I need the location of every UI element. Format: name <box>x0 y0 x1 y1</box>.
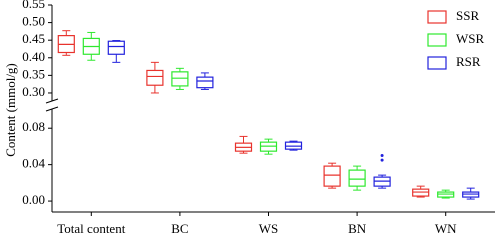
y-tick-label: 0.40 <box>22 49 45 64</box>
box <box>348 169 366 187</box>
x-tick-label: Total content <box>57 221 125 236</box>
outlier <box>380 154 384 158</box>
legend-swatch <box>427 56 447 70</box>
y-axis-label: Content (mmol/g) <box>3 63 18 157</box>
box <box>323 165 341 187</box>
x-tick-label: WS <box>259 221 279 236</box>
y-tick-label: 0.00 <box>22 192 45 207</box>
box <box>171 71 189 87</box>
y-tick-label: 0.50 <box>22 14 45 29</box>
x-tick-label: BN <box>348 221 367 236</box>
box <box>107 40 125 55</box>
legend-label: SSR <box>456 8 479 23</box>
box <box>146 69 164 86</box>
box <box>196 76 214 89</box>
y-tick-label: 0.35 <box>22 66 45 81</box>
x-tick-label: BC <box>171 221 188 236</box>
legend-label: WSR <box>456 31 485 46</box>
y-tick-label: 0.55 <box>22 0 45 11</box>
x-tick-label: WN <box>435 221 457 236</box>
legend-swatch <box>427 33 447 47</box>
y-tick-label: 0.08 <box>22 119 45 134</box>
axis-break <box>45 106 59 112</box>
y-tick-label: 0.04 <box>22 156 45 171</box>
axis-break <box>45 98 59 104</box>
legend-swatch <box>427 10 447 24</box>
legend-label: RSR <box>456 54 481 69</box>
y-tick-label: 0.45 <box>22 31 45 46</box>
y-tick-label: 0.30 <box>22 84 45 99</box>
outlier <box>380 158 384 162</box>
